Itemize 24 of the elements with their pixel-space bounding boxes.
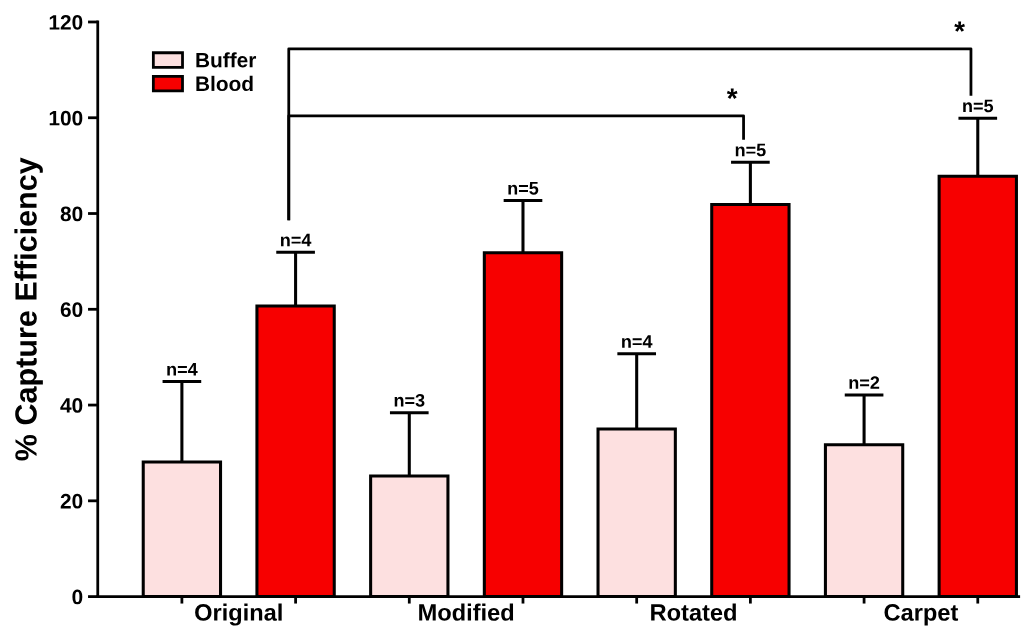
annotation: n=4 xyxy=(167,363,198,376)
y-tick-label: 20 xyxy=(60,493,83,509)
x-tick-label: Modified xyxy=(419,603,514,621)
y-tick-label: 100 xyxy=(49,110,83,126)
legend-label: Buffer xyxy=(196,52,257,68)
y-axis-title: % Capture Efficiency xyxy=(14,157,43,461)
y-tick-label: 0 xyxy=(72,589,83,605)
annotation: n=4 xyxy=(622,335,653,348)
y-tick-label: 80 xyxy=(60,206,83,222)
annotation: n=5 xyxy=(508,182,539,195)
annotation: n=2 xyxy=(849,376,880,389)
y-tick-label: 40 xyxy=(60,398,83,413)
annotation: n=5 xyxy=(963,99,994,113)
y-tick-label: 60 xyxy=(60,302,83,318)
annotation: * xyxy=(726,88,738,99)
x-tick-label: Carpet xyxy=(884,604,959,626)
annotation: n=4 xyxy=(280,233,312,247)
legend-label: Blood xyxy=(196,75,253,92)
x-tick-label: Rotated xyxy=(651,603,736,621)
y-tick-label: 120 xyxy=(49,14,83,30)
annotation: n=3 xyxy=(394,393,425,407)
annotation: n=5 xyxy=(735,143,766,157)
x-tick-label: Original xyxy=(195,603,282,626)
annotation: * xyxy=(954,21,965,32)
